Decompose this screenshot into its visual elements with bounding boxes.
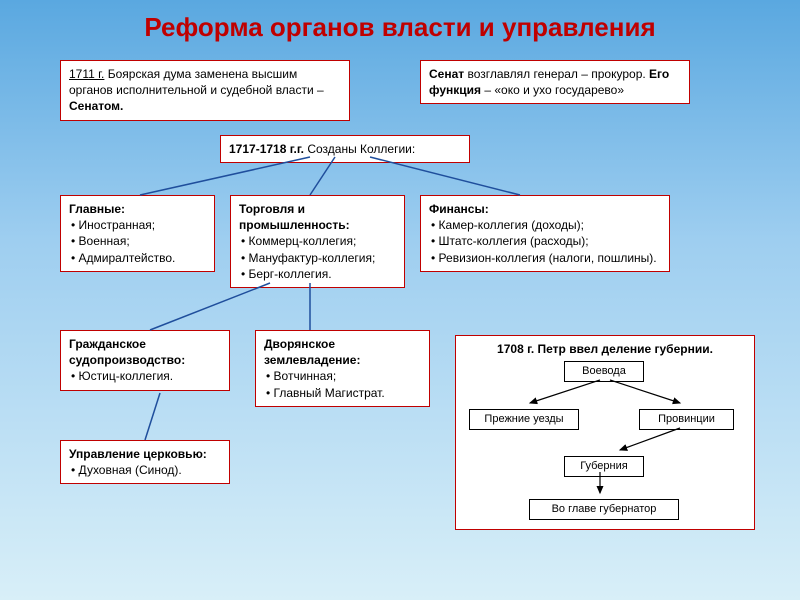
- list: Иностранная;Военная;Адмиралтейство.: [69, 217, 206, 266]
- hdr: Главные:: [69, 201, 206, 217]
- list-item: Мануфактур-коллегия;: [241, 250, 396, 266]
- hdr: Управление церковью:: [69, 446, 221, 462]
- list-item: Главный Магистрат.: [266, 385, 421, 401]
- text: Боярская дума заменена высшим органов ис…: [69, 67, 324, 97]
- node-uezdy: Прежние уезды: [469, 409, 579, 430]
- p1b: возглавлял генерал – прокурор.: [464, 67, 649, 81]
- hdr: Финансы:: [429, 201, 661, 217]
- list-item: Вотчинная;: [266, 368, 421, 384]
- box-kollegii: 1717-1718 г.г. Созданы Коллегии:: [220, 135, 470, 163]
- node-provincii: Провинции: [639, 409, 734, 430]
- hdr: Дворянское землевладение:: [264, 336, 421, 368]
- list-item: Ревизион-коллегия (налоги, пошлины).: [431, 250, 661, 266]
- box-senat-general: Сенат возглавлял генерал – прокурор. Его…: [420, 60, 690, 104]
- box-church: Управление церковью: Духовная (Синод).: [60, 440, 230, 484]
- list: Коммерц-коллегия;Мануфактур-коллегия;Бер…: [239, 233, 396, 282]
- list-item: Адмиралтейство.: [71, 250, 206, 266]
- list-item: Штатс-коллегия (расходы);: [431, 233, 661, 249]
- gub-title: 1708 г. Петр ввел деление губернии.: [464, 341, 746, 357]
- list-item: Камер-коллегия (доходы);: [431, 217, 661, 233]
- list: Вотчинная;Главный Магистрат.: [264, 368, 421, 400]
- hdr: Торговля и промышленность:: [239, 201, 396, 233]
- rest: Созданы Коллегии:: [304, 142, 415, 156]
- node-gubernator: Во главе губернатор: [529, 499, 679, 520]
- p2b: – «око и ухо государево»: [481, 83, 624, 97]
- hdr: Гражданское судопроизводство:: [69, 336, 221, 368]
- list: Духовная (Синод).: [69, 462, 221, 478]
- box-noble: Дворянское землевладение: Вотчинная;Глав…: [255, 330, 430, 407]
- box-main-kollegii: Главные: Иностранная;Военная;Адмиралтейс…: [60, 195, 215, 272]
- box-civil: Гражданское судопроизводство: Юстиц-колл…: [60, 330, 230, 391]
- year: 1711 г.: [69, 67, 104, 81]
- box-senat-1711: 1711 г. Боярская дума заменена высшим ор…: [60, 60, 350, 121]
- list-item: Берг-коллегия.: [241, 266, 396, 282]
- box-finance: Финансы: Камер-коллегия (доходы);Штатс-к…: [420, 195, 670, 272]
- list-item: Коммерц-коллегия;: [241, 233, 396, 249]
- year: 1717-1718 г.г.: [229, 142, 304, 156]
- box-trade: Торговля и промышленность: Коммерц-колле…: [230, 195, 405, 288]
- list-item: Духовная (Синод).: [71, 462, 221, 478]
- p1a: Сенат: [429, 67, 464, 81]
- node-voevoda: Воевода: [564, 361, 644, 382]
- list: Юстиц-коллегия.: [69, 368, 221, 384]
- senat-word: Сенатом.: [69, 99, 123, 113]
- page-title: Реформа органов власти и управления: [0, 12, 800, 43]
- box-gubernii: 1708 г. Петр ввел деление губернии. Воев…: [455, 335, 755, 530]
- list-item: Иностранная;: [71, 217, 206, 233]
- node-guberniya: Губерния: [564, 456, 644, 477]
- list-item: Военная;: [71, 233, 206, 249]
- list-item: Юстиц-коллегия.: [71, 368, 221, 384]
- list: Камер-коллегия (доходы);Штатс-коллегия (…: [429, 217, 661, 266]
